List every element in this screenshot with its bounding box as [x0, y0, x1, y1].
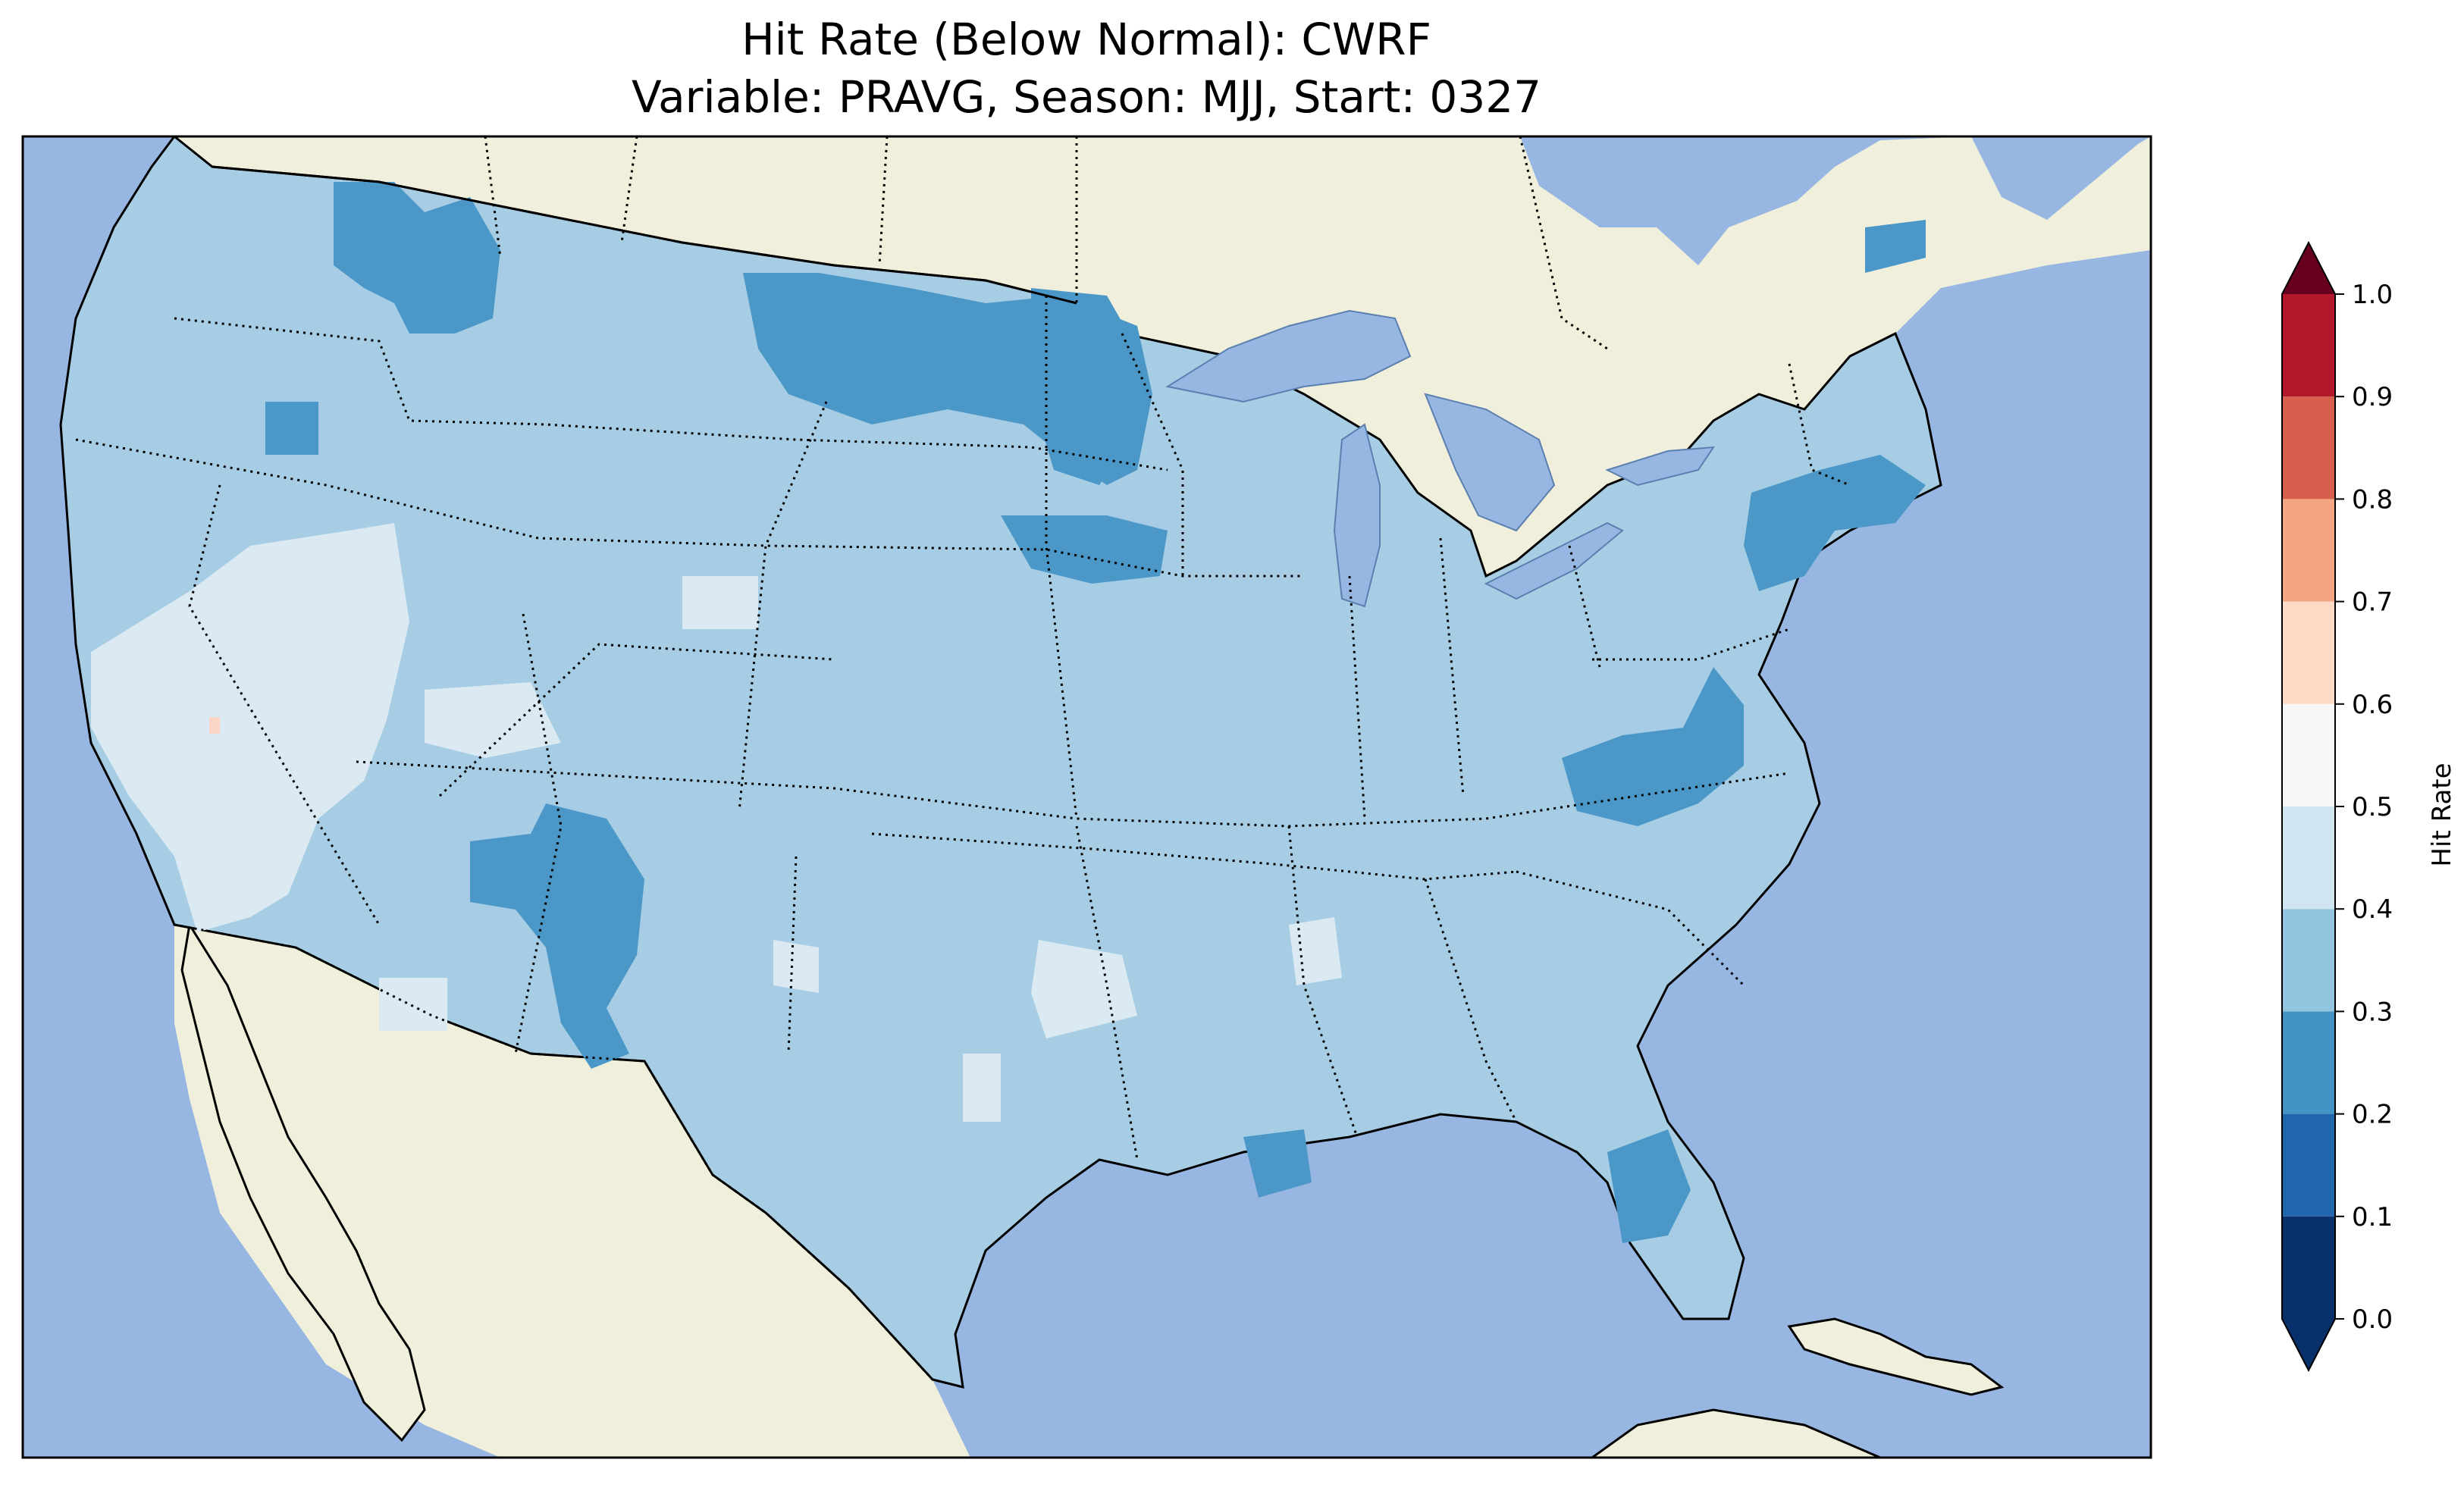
iowa-dark-patch [1001, 515, 1168, 584]
colorbar-tick-label: 0.6 [2352, 690, 2393, 720]
baja-peninsula [180, 921, 426, 1442]
oklahoma-light-patch [1031, 940, 1137, 1038]
minnesota-dark-patch [1031, 288, 1137, 485]
colorbar-bin-4 [2282, 806, 2335, 910]
chart-title-line2: Variable: PRAVG, Season: MJJ, Start: 032… [632, 71, 1541, 123]
florida-dark-patch [1607, 1129, 1691, 1243]
utah-light-patch [425, 682, 561, 758]
cuba-island [1787, 1317, 2005, 1396]
provincial-borders [484, 136, 1608, 350]
louisiana-dark-patch [1243, 1129, 1312, 1198]
map-area [23, 136, 2151, 1458]
colorbar-tick-label: 1.0 [2352, 280, 2393, 310]
colorbar-bin-1 [2282, 1113, 2335, 1217]
colorbar-tick-label: 0.5 [2352, 792, 2393, 822]
oregon-dark-patch [265, 402, 318, 455]
colorbar-bin-6 [2282, 601, 2335, 704]
chart-title-line1: Hit Rate (Below Normal): CWRF [741, 14, 1431, 65]
colorbar-bin-9 [2282, 294, 2335, 397]
conus-data-region [59, 136, 1942, 1389]
colorbar-tick-label: 0.9 [2352, 382, 2393, 412]
lake-erie [1484, 521, 1624, 600]
bin-0.4-0.5-patches [91, 523, 1342, 1122]
colorbar-tick-label: 0.2 [2352, 1100, 2393, 1130]
us-mexico-border [174, 923, 964, 1389]
map-frame [21, 135, 2152, 1459]
virginia-dark-patch [1562, 667, 1744, 826]
newmexico-dark-patch [470, 803, 644, 1069]
canada-land [174, 136, 2151, 576]
maine-dark-patch [1865, 220, 1926, 273]
nevada-light-patch [91, 523, 409, 932]
colorbar-bin-2 [2282, 1011, 2335, 1114]
us-canada-border [212, 165, 1077, 305]
state-borders [75, 296, 1851, 1160]
colorbar-tick-label: 0.1 [2352, 1202, 2393, 1232]
colorbar-label: Hit Rate [2427, 763, 2457, 866]
texas-light-patch [963, 1054, 1001, 1122]
colorbar-bin-3 [2282, 909, 2335, 1012]
colorbar-bin-7 [2282, 499, 2335, 602]
colorbar-extend-max [2282, 243, 2335, 294]
lake-michigan [1333, 423, 1381, 608]
colorbar-tick-label: 0.0 [2352, 1304, 2393, 1335]
lake-huron [1424, 393, 1556, 532]
colorbar-extend-min [2282, 1319, 2335, 1370]
colorbar-tick-label: 0.7 [2352, 587, 2393, 618]
newmexico-light-patch [773, 940, 819, 993]
colorbar: 0.0 0.1 0.2 0.3 0.4 0.5 0.6 0.7 0.8 0.9 1.0 [2281, 240, 2393, 1373]
idaho-montana-dark-patch [334, 182, 500, 334]
colorbar-tick-label: 0.3 [2352, 997, 2393, 1027]
lake-ontario [1605, 446, 1715, 487]
colorbar-bin-0 [2282, 1216, 2335, 1319]
colorbar-bin-5 [2282, 703, 2335, 806]
arizona-light-patch [379, 978, 447, 1031]
northeast-dark-patch [1744, 455, 1926, 591]
bin-0.2-0.3-patches [265, 182, 1926, 1243]
bin-0.5-0.6-cell [209, 717, 220, 734]
colorbar-bin-8 [2282, 396, 2335, 500]
colorbar-tick-label: 0.4 [2352, 894, 2393, 925]
colorbar-tick-label: 0.8 [2352, 484, 2393, 515]
yucatan-land [1590, 1408, 1881, 1458]
wyoming-light-patch [682, 576, 758, 629]
lake-superior [1165, 309, 1412, 403]
mississippi-light-patch [1289, 917, 1342, 985]
